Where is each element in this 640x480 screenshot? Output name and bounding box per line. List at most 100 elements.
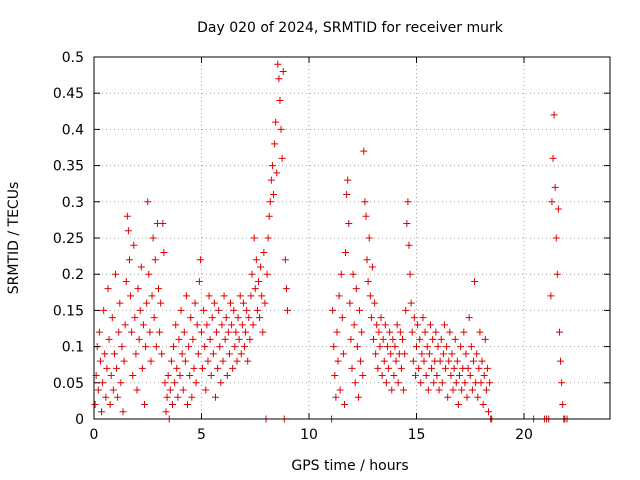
data-point bbox=[158, 350, 166, 358]
data-point bbox=[148, 292, 156, 300]
data-point bbox=[430, 379, 438, 387]
data-point bbox=[202, 386, 210, 394]
data-point bbox=[378, 372, 386, 380]
data-point bbox=[193, 321, 201, 329]
data-point bbox=[380, 357, 388, 365]
data-point bbox=[112, 270, 119, 278]
data-point bbox=[257, 263, 265, 271]
data-point bbox=[358, 328, 366, 336]
data-point bbox=[245, 314, 253, 322]
data-point bbox=[476, 328, 484, 336]
data-point bbox=[123, 212, 131, 220]
data-point bbox=[347, 335, 355, 343]
data-point bbox=[260, 248, 268, 256]
data-point bbox=[251, 285, 259, 293]
data-point bbox=[353, 343, 361, 351]
data-point bbox=[460, 328, 468, 336]
data-point bbox=[198, 328, 205, 336]
data-point bbox=[391, 343, 399, 351]
x-tick-label: 20 bbox=[515, 427, 533, 443]
data-point bbox=[554, 205, 562, 213]
data-point bbox=[392, 357, 400, 365]
data-point bbox=[547, 292, 555, 300]
chart-title: Day 020 of 2024, SRMTID for receiver mur… bbox=[197, 20, 504, 36]
x-tick-label: 0 bbox=[90, 427, 99, 443]
data-point bbox=[371, 299, 379, 307]
data-point bbox=[200, 306, 208, 314]
data-point bbox=[478, 357, 486, 365]
data-point bbox=[388, 386, 396, 394]
data-point bbox=[107, 372, 115, 380]
data-point bbox=[163, 393, 171, 401]
data-point bbox=[231, 343, 239, 351]
x-tick-label: 15 bbox=[408, 427, 426, 443]
data-point bbox=[216, 343, 224, 351]
y-tick-label: 0.15 bbox=[53, 303, 84, 319]
x-tick-label: 5 bbox=[197, 427, 206, 443]
data-point bbox=[256, 314, 264, 322]
data-point bbox=[477, 379, 485, 387]
data-point bbox=[209, 350, 217, 358]
data-point bbox=[139, 321, 147, 329]
data-point bbox=[211, 393, 219, 401]
data-point bbox=[278, 154, 286, 162]
data-point bbox=[208, 314, 216, 322]
data-point bbox=[204, 357, 212, 365]
data-point bbox=[336, 386, 344, 394]
data-point bbox=[343, 191, 351, 199]
data-point bbox=[335, 292, 343, 300]
data-point bbox=[253, 306, 261, 314]
data-point bbox=[444, 393, 452, 401]
data-point bbox=[445, 357, 453, 365]
data-point bbox=[448, 350, 456, 358]
data-point bbox=[558, 379, 566, 387]
data-point bbox=[340, 401, 348, 409]
data-point bbox=[274, 60, 282, 68]
data-point bbox=[95, 328, 103, 336]
data-point bbox=[258, 292, 266, 300]
y-tick-label: 0.5 bbox=[62, 50, 84, 66]
data-point bbox=[160, 248, 168, 256]
y-axis-label: SRMTID / TECUs bbox=[6, 182, 22, 295]
data-point bbox=[191, 299, 199, 307]
y-tick-label: 0.25 bbox=[53, 231, 84, 247]
data-point bbox=[252, 256, 260, 264]
data-point bbox=[230, 306, 238, 314]
data-point bbox=[387, 350, 395, 358]
data-point bbox=[469, 357, 477, 365]
data-point bbox=[451, 335, 459, 343]
data-point bbox=[486, 379, 494, 387]
data-point bbox=[381, 321, 389, 329]
data-point bbox=[228, 321, 236, 329]
data-point bbox=[268, 162, 276, 170]
data-point bbox=[178, 350, 186, 358]
data-point bbox=[173, 364, 181, 372]
data-point bbox=[104, 285, 112, 293]
data-point bbox=[452, 379, 460, 387]
data-point bbox=[277, 125, 285, 133]
data-point bbox=[438, 379, 446, 387]
data-point bbox=[128, 328, 136, 336]
data-point bbox=[447, 372, 455, 380]
x-tick-labels: 0 5 10 15 20 bbox=[90, 427, 533, 443]
data-point bbox=[559, 401, 567, 409]
data-point bbox=[422, 372, 430, 380]
data-point bbox=[458, 386, 466, 394]
data-point bbox=[360, 147, 368, 155]
data-point bbox=[105, 335, 113, 343]
data-point bbox=[133, 386, 141, 394]
data-point bbox=[206, 335, 214, 343]
data-point bbox=[114, 393, 122, 401]
data-point bbox=[383, 343, 391, 351]
x-axis-label: GPS time / hours bbox=[291, 458, 408, 474]
data-point bbox=[248, 270, 256, 278]
data-point bbox=[373, 321, 381, 329]
data-point bbox=[157, 299, 165, 307]
data-point bbox=[281, 256, 289, 264]
data-point bbox=[235, 335, 243, 343]
data-point bbox=[203, 321, 211, 329]
data-point bbox=[108, 314, 116, 322]
data-point bbox=[179, 386, 187, 394]
data-point bbox=[145, 270, 153, 278]
